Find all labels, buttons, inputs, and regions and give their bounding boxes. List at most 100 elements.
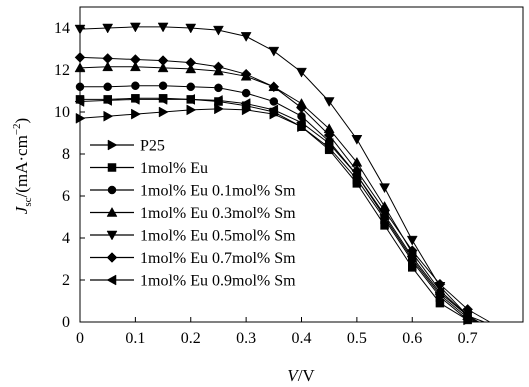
data-point-square <box>408 263 417 272</box>
legend-swatch-marker <box>106 274 117 286</box>
x-tick-label: 0.1 <box>125 330 145 347</box>
legend-item: 1mol% Eu <box>90 160 208 177</box>
data-point-circle <box>269 97 279 106</box>
series-line <box>79 26 479 323</box>
data-point-triangle-left <box>351 169 362 181</box>
data-point-triangle-right <box>158 106 169 118</box>
data-point-triangle-left <box>406 251 417 263</box>
y-tick-label: 0 <box>62 314 70 331</box>
series-line <box>79 56 491 323</box>
y-tick-label: 14 <box>54 20 70 37</box>
data-point-diamond <box>240 68 252 80</box>
legend-swatch-marker <box>106 252 118 263</box>
data-point-triangle-down <box>323 97 335 108</box>
data-point-triangle-down <box>406 235 418 246</box>
data-point-triangle-down <box>74 24 86 35</box>
x-tick-label: 0.5 <box>347 330 367 347</box>
legend-swatch-marker <box>107 139 118 151</box>
data-point-triangle-down <box>379 183 390 194</box>
y-axis-title: Jsc/(mA·cm−2) <box>11 118 34 214</box>
series-7 <box>74 93 485 323</box>
data-point-triangle-left <box>295 117 306 128</box>
legend-item: 1mol% Eu 0.3mol% Sm <box>90 205 296 222</box>
data-point-diamond <box>323 129 335 141</box>
data-point-circle <box>75 82 85 92</box>
y-tick-label: 4 <box>62 230 70 247</box>
data-point-triangle-up <box>74 62 86 73</box>
x-tick-label: 0.4 <box>292 330 312 347</box>
y-axis-ticks: 0 2 4 6 8 10 12 14 <box>54 20 85 331</box>
data-point-triangle-down <box>268 46 280 57</box>
legend-item: 1mol% Eu 0.9mol% Sm <box>90 273 296 290</box>
data-point-diamond <box>185 57 197 69</box>
legend-swatch-marker <box>107 163 117 172</box>
data-point-triangle-up <box>129 61 141 72</box>
data-point-triangle-right <box>186 104 197 116</box>
y-tick-label: 8 <box>62 146 70 163</box>
data-point-triangle-left <box>129 93 140 105</box>
legend: P25 1mol% Eu 1mol% Eu 0.1mol% Sm 1mol% Eu 0… <box>90 138 296 290</box>
data-point-square <box>435 298 445 308</box>
legend-item: 1mol% Eu 0.5mol% Sm <box>90 228 296 245</box>
data-point-triangle-right <box>103 110 114 122</box>
y-tick-label: 10 <box>54 104 70 121</box>
data-point-diamond <box>130 54 141 65</box>
data-point-circle <box>186 82 195 92</box>
legend-swatch-marker <box>106 206 118 217</box>
data-point-triangle-down <box>129 22 141 33</box>
data-point-circle <box>214 83 223 93</box>
legend-label: 1mol% Eu 0.3mol% Sm <box>140 205 296 222</box>
data-point-triangle-left <box>74 96 85 107</box>
y-tick-label: 2 <box>62 272 70 289</box>
x-tick-label: 0.3 <box>236 330 256 347</box>
data-point-diamond <box>268 81 280 93</box>
data-point-triangle-down <box>102 23 114 34</box>
data-point-circle <box>241 88 251 98</box>
data-point-triangle-left <box>462 310 472 322</box>
data-point-triangle-left <box>185 93 195 105</box>
series-line <box>79 66 479 323</box>
x-tick-label: 0.2 <box>181 330 201 347</box>
data-point-triangle-left <box>102 95 112 106</box>
data-point-diamond <box>74 52 86 63</box>
legend-label: P25 <box>140 138 165 155</box>
legend-item: P25 <box>90 138 165 155</box>
data-point-triangle-left <box>323 138 334 149</box>
data-point-triangle-down <box>351 135 363 145</box>
data-point-triangle-up <box>185 63 197 74</box>
data-point-triangle-left <box>212 95 223 106</box>
data-point-triangle-down <box>185 23 197 34</box>
data-point-triangle-up <box>157 62 169 73</box>
data-point-circle <box>131 81 140 90</box>
series-line <box>79 108 479 323</box>
data-point-triangle-left <box>240 98 251 110</box>
data-point-triangle-up <box>102 61 114 72</box>
legend-swatch-marker <box>106 230 118 241</box>
data-point-diamond <box>434 278 446 290</box>
x-tick-label: 0 <box>76 330 84 347</box>
legend-label: 1mol% Eu 0.9mol% Sm <box>140 273 296 290</box>
y-tick-label: 6 <box>62 188 70 205</box>
legend-label: 1mol% Eu 0.1mol% Sm <box>140 183 296 200</box>
x-axis-ticks: 0 0.1 0.2 0.3 0.4 0.5 0.6 0.7 <box>76 317 478 347</box>
data-point-diamond <box>157 55 169 66</box>
data-point-triangle-left <box>379 209 389 221</box>
series-6 <box>74 52 491 323</box>
data-point-triangle-down <box>240 32 252 42</box>
series-line <box>79 98 485 323</box>
data-point-triangle-down <box>213 25 224 36</box>
data-point-triangle-left <box>268 104 279 116</box>
legend-item: 1mol% Eu 0.7mol% Sm <box>90 250 296 267</box>
data-point-triangle-down <box>157 22 169 33</box>
legend-label: 1mol% Eu <box>140 160 208 177</box>
data-point-square <box>380 221 389 230</box>
legend-label: 1mol% Eu 0.7mol% Sm <box>140 250 296 267</box>
x-axis-title: V/V <box>287 366 315 385</box>
data-point-triangle-right <box>131 108 141 120</box>
data-point-triangle-left <box>157 93 168 105</box>
data-point-circle <box>158 81 168 90</box>
data-point-diamond <box>102 53 114 64</box>
y-tick-label: 12 <box>54 62 70 79</box>
data-point-square <box>352 179 362 188</box>
